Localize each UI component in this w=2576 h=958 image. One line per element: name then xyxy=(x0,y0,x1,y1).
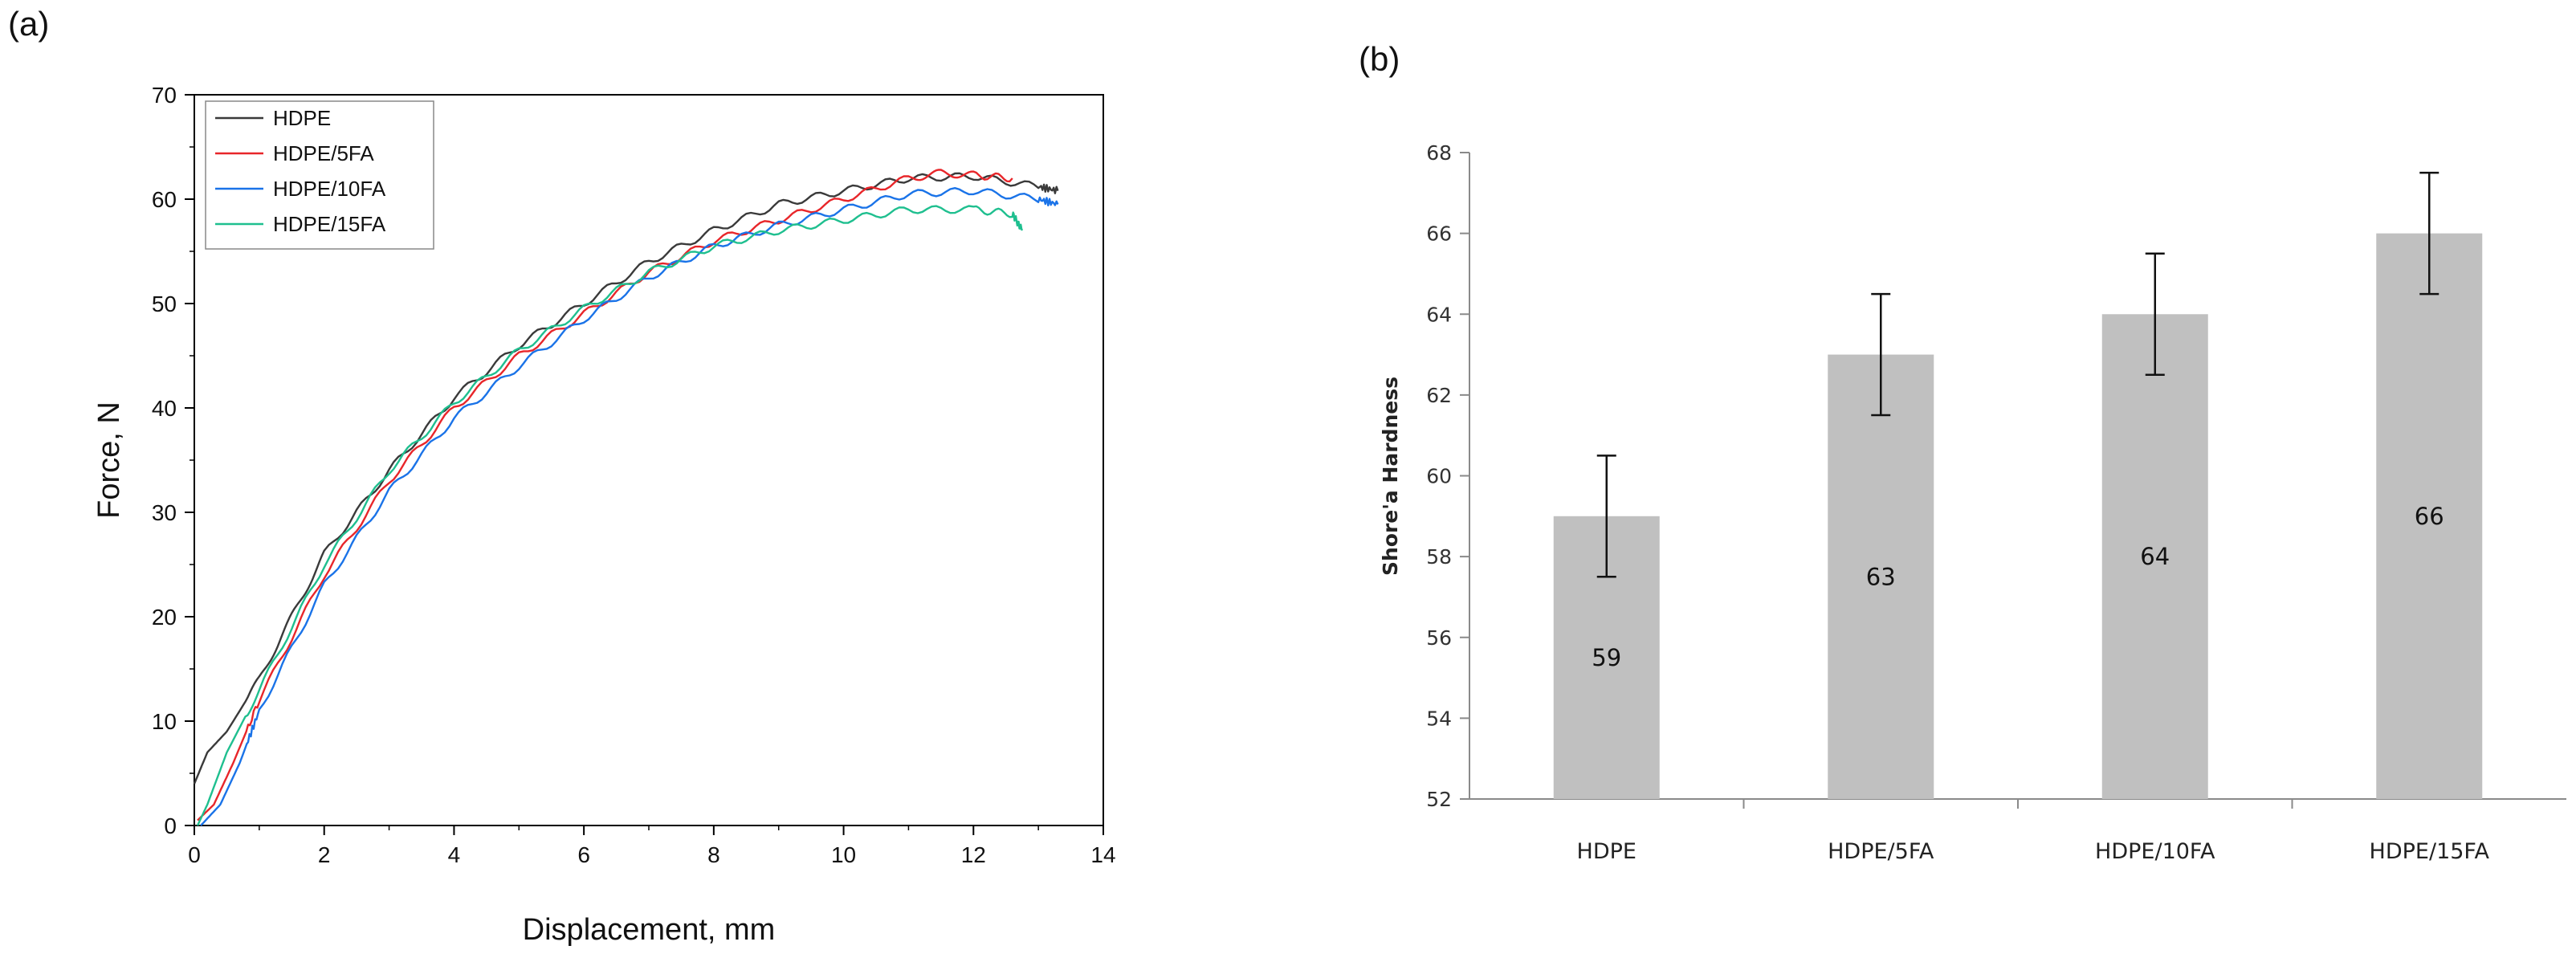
series-line-hdpe xyxy=(193,172,1059,785)
y-tick-label: 54 xyxy=(1426,707,1452,730)
x-category-label: HDPE/10FA xyxy=(2095,839,2215,864)
x-category-label: HDPE/15FA xyxy=(2370,839,2490,864)
x-category-label: HDPE/5FA xyxy=(1828,839,1934,864)
y-tick-label: 64 xyxy=(1426,303,1452,326)
y-tick-label: 58 xyxy=(1426,545,1452,569)
y-tick-label: 30 xyxy=(152,500,177,525)
y-tick-label: 70 xyxy=(152,83,177,108)
bar-data-label: 63 xyxy=(1866,563,1896,590)
y-tick-label: 40 xyxy=(152,396,177,421)
y-tick-label: 60 xyxy=(1426,465,1452,488)
y-tick-label: 60 xyxy=(152,187,177,212)
y-tick-label: 62 xyxy=(1426,384,1452,407)
x-tick-label: 6 xyxy=(577,842,590,867)
y-tick-label: 50 xyxy=(152,291,177,316)
y-axis-title: Shore'a Hardness xyxy=(1379,377,1402,576)
force-displacement-chart: 0 2 4 6 8 10 12 14 0 10 20 30 40 50 60 70 HDPE HDPE/5FA H… xyxy=(92,83,1116,947)
x-tick-label: 12 xyxy=(961,842,986,867)
y-tick-label: 66 xyxy=(1426,222,1452,246)
bar xyxy=(2376,233,2483,799)
x-tick-label: 8 xyxy=(707,842,720,867)
bar xyxy=(1828,354,1934,799)
x-category-label: HDPE xyxy=(1577,839,1636,864)
y-tick-label: 0 xyxy=(164,813,177,838)
x-axis-title: Displacement, mm xyxy=(523,913,776,947)
legend-label: HDPE/5FA xyxy=(273,141,374,165)
x-tick-label: 0 xyxy=(188,842,201,867)
x-tick-label: 10 xyxy=(831,842,856,867)
y-axis-title: Force, N xyxy=(92,402,126,519)
y-tick-label: 10 xyxy=(152,709,177,734)
series-line-hdpe-10fa xyxy=(200,187,1059,826)
bar xyxy=(1553,516,1660,799)
y-tick-label: 20 xyxy=(152,605,177,630)
bar xyxy=(2101,314,2208,799)
panel-a-letter: (a) xyxy=(8,5,50,43)
legend-label: HDPE/15FA xyxy=(273,212,386,236)
y-tick-label: 68 xyxy=(1426,141,1452,165)
x-tick-label: 14 xyxy=(1090,842,1115,867)
bar-data-label: 66 xyxy=(2415,503,2444,530)
bar-data-label: 64 xyxy=(2140,543,2170,570)
series-line-hdpe-15fa xyxy=(196,205,1024,826)
legend-label: HDPE xyxy=(273,106,331,130)
y-tick-label: 56 xyxy=(1426,626,1452,650)
series-line-hdpe-5fa xyxy=(197,169,1013,821)
x-tick-label: 4 xyxy=(448,842,461,867)
legend-label: HDPE/10FA xyxy=(273,177,386,201)
x-tick-label: 2 xyxy=(318,842,331,867)
y-tick-label: 52 xyxy=(1426,788,1452,811)
bar-data-label: 59 xyxy=(1592,644,1621,671)
panel-b-letter: (b) xyxy=(1359,40,1400,78)
